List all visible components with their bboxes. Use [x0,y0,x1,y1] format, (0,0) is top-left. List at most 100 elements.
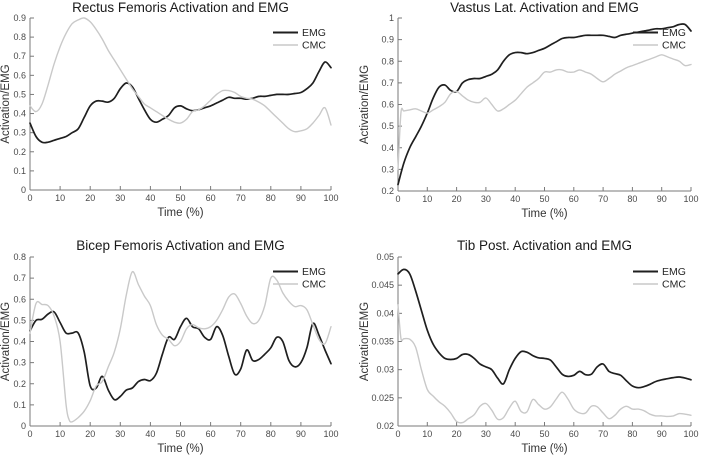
cmc-line [29,270,332,423]
x-tick-label: 40 [145,429,155,439]
y-tick-label: 0.8 [13,32,26,42]
chart-title: Rectus Femoris Activation and EMG [72,0,289,15]
x-tick-label: 50 [539,194,549,204]
x-tick-label: 90 [296,429,306,439]
x-tick-label: 0 [27,193,32,203]
x-tick-label: 100 [323,193,338,203]
y-tick-label: 0 [21,421,26,431]
y-tick-label: 0.035 [371,337,394,347]
y-tick-label: 0.045 [371,280,394,290]
x-tick-label: 10 [55,193,65,203]
y-axis-label: Activation/EMG [359,302,371,381]
y-tick-label: 0.4 [13,109,26,119]
x-tick-label: 40 [510,194,520,204]
x-tick-label: 60 [206,429,216,439]
legend-label-cmc: CMC [662,40,686,52]
x-tick-label: 50 [539,429,549,439]
x-axis-label: Time (%) [521,208,567,220]
x-tick-label: 20 [452,194,462,204]
y-tick-label: 0.7 [381,78,394,88]
emg-line [397,268,692,389]
y-tick-label: 0.8 [13,252,26,262]
chart-title: Vastus Lat. Activation and EMG [450,0,639,15]
x-tick-label: 90 [296,193,306,203]
y-tick-label: 0.02 [376,421,394,431]
y-axis-label: Activation/EMG [0,302,12,381]
x-tick-label: 10 [422,429,432,439]
x-tick-label: 0 [27,429,32,439]
x-tick-label: 10 [422,194,432,204]
y-tick-label: 0.7 [13,51,26,61]
x-tick-label: 0 [395,194,400,204]
y-tick-label: 0.1 [13,166,26,176]
chart-vastus-lat: 0 10 20 30 40 50 60 70 80 90 100 0.2 0.3 0.4 0.5 0.6 0.7… [359,0,699,220]
x-tick-label: 80 [266,429,276,439]
x-tick-label: 100 [683,429,698,439]
x-tick-label: 40 [145,193,155,203]
y-tick-label: 0.1 [13,400,26,410]
y-tick-label: 0.6 [381,100,394,110]
y-tick-label: 0.025 [371,393,394,403]
legend-label-emg: EMG [302,266,326,278]
x-tick-label: 60 [206,193,216,203]
y-axis-label: Activation/EMG [0,64,12,143]
x-tick-label: 50 [175,429,185,439]
x-tick-label: 20 [85,429,95,439]
cmc-line [397,304,692,424]
x-tick-label: 0 [395,429,400,439]
x-axis-label: Time (%) [521,443,567,455]
x-tick-label: 30 [481,194,491,204]
y-tick-label: 0.6 [13,294,26,304]
y-tick-label: 0.5 [381,121,394,131]
legend-label-cmc: CMC [662,279,686,291]
chart-bicep-femoris: 0 10 20 30 40 50 60 70 80 90 100 0 0.1 0.2 0.3 0.4 0.5 0.… [0,238,339,455]
x-tick-label: 20 [452,429,462,439]
y-tick-label: 0.03 [376,365,394,375]
y-tick-label: 0.9 [13,13,26,23]
x-tick-label: 90 [657,429,667,439]
y-tick-label: 0 [21,185,26,195]
legend-label-cmc: CMC [302,40,326,52]
x-tick-label: 30 [481,429,491,439]
x-tick-label: 10 [55,429,65,439]
x-tick-label: 80 [627,429,637,439]
emg-line [29,61,332,144]
legend-label-cmc: CMC [302,279,326,291]
y-tick-label: 0.3 [13,358,26,368]
y-tick-label: 0.3 [13,128,26,138]
x-tick-label: 20 [85,193,95,203]
y-tick-label: 0.8 [381,56,394,66]
y-tick-label: 0.4 [13,337,26,347]
legend-label-emg: EMG [302,27,326,39]
x-tick-label: 40 [510,429,520,439]
x-axis-label: Time (%) [157,207,203,219]
legend-label-emg: EMG [662,27,686,39]
x-tick-label: 70 [236,193,246,203]
chart-title: Bicep Femoris Activation and EMG [76,238,285,253]
y-tick-label: 0.2 [13,147,26,157]
y-axis-label: Activation/EMG [359,65,371,144]
x-tick-label: 80 [266,193,276,203]
x-tick-label: 90 [657,194,667,204]
x-tick-label: 50 [175,193,185,203]
y-tick-label: 0.3 [381,164,394,174]
y-tick-label: 0.9 [381,35,394,45]
cmc-line [397,54,692,171]
y-tick-label: 0.2 [381,186,394,196]
emg-line [29,310,332,401]
y-tick-label: 0.5 [13,315,26,325]
x-tick-label: 80 [627,194,637,204]
chart-rectus-femoris: 0 10 20 30 40 50 60 70 80 90 100 0 0.1 0.2 0.3 0.4 0.5 0.… [0,0,339,219]
x-tick-label: 100 [683,194,698,204]
x-tick-label: 70 [598,429,608,439]
x-tick-label: 60 [569,194,579,204]
legend-label-emg: EMG [662,266,686,278]
x-tick-label: 100 [323,429,338,439]
emg-line [397,23,692,186]
x-tick-label: 70 [236,429,246,439]
chart-title: Tib Post. Activation and EMG [457,238,632,253]
x-tick-label: 30 [115,193,125,203]
cmc-line [29,17,332,133]
y-tick-label: 0.7 [13,273,26,283]
